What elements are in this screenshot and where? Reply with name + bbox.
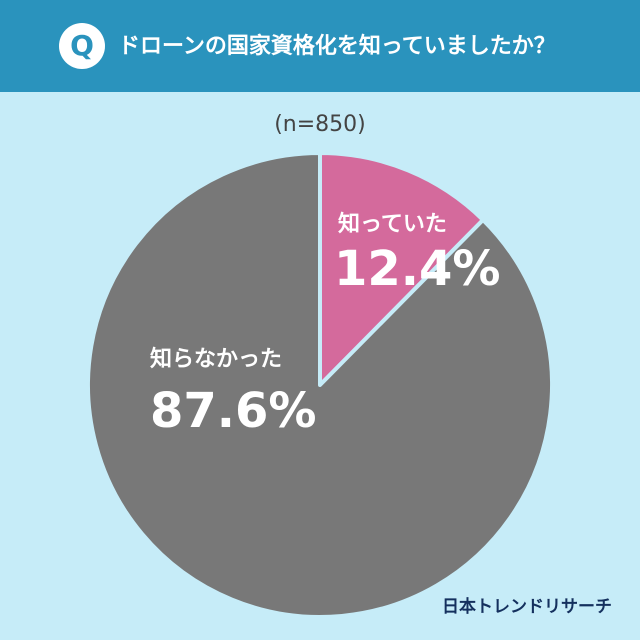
slice-label: 知っていた xyxy=(338,211,447,237)
source: 日本トレンドリサーチ xyxy=(442,596,612,617)
pie xyxy=(86,151,554,619)
value-label: 12.4% xyxy=(334,241,501,297)
slice-label: 知らなかった xyxy=(150,346,282,372)
badge: Q xyxy=(70,29,94,62)
labels: 知っていた 12.4% 知らなかった 87.6% xyxy=(150,211,501,439)
badge-circle xyxy=(59,23,105,69)
header-band xyxy=(0,0,640,92)
pie-slice xyxy=(318,151,486,387)
sample-size: (n=850) xyxy=(274,112,366,137)
question-title: ドローンの国家資格化を知っていましたか？ xyxy=(118,33,556,59)
pie-slice xyxy=(86,151,554,619)
value-label: 87.6% xyxy=(150,383,317,439)
